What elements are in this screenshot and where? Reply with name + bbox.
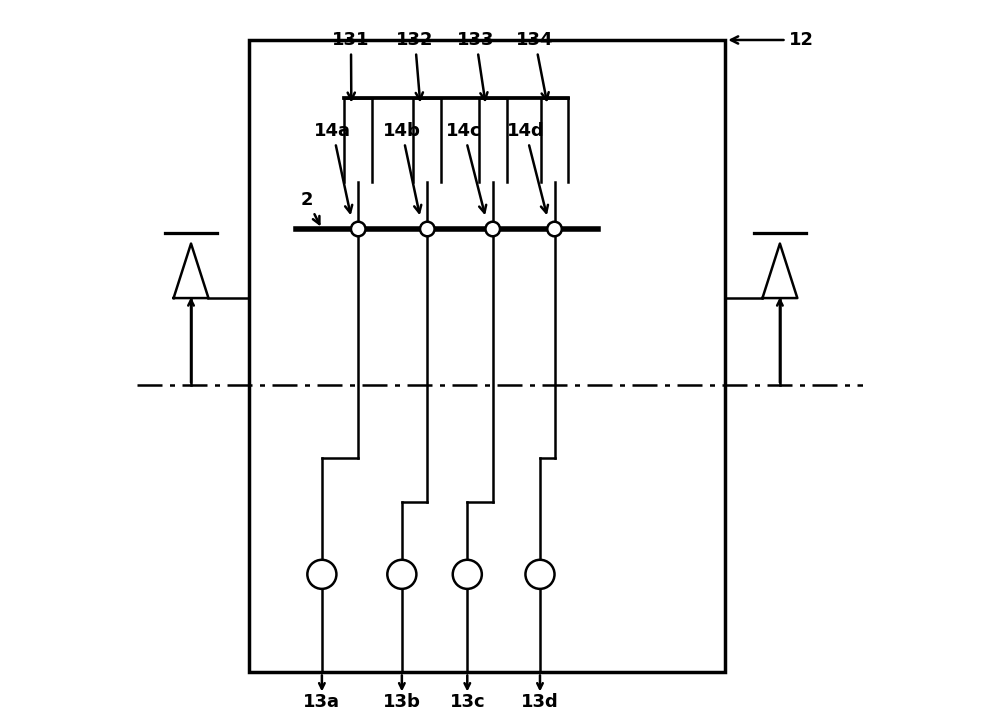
Circle shape <box>453 560 482 589</box>
Text: 13d: 13d <box>521 693 559 710</box>
Text: 14d: 14d <box>507 122 548 213</box>
Text: 14b: 14b <box>383 122 421 213</box>
Text: 12: 12 <box>731 31 814 49</box>
Circle shape <box>547 222 562 236</box>
Circle shape <box>525 560 555 589</box>
Text: 2: 2 <box>301 191 319 224</box>
Text: 134: 134 <box>516 31 554 100</box>
Text: 13a: 13a <box>303 693 340 710</box>
Text: 13c: 13c <box>449 693 485 710</box>
Circle shape <box>351 222 366 236</box>
Text: 133: 133 <box>457 31 495 100</box>
Circle shape <box>485 222 500 236</box>
Circle shape <box>387 560 416 589</box>
Text: 13b: 13b <box>383 693 421 710</box>
Bar <box>249 40 725 672</box>
Text: 132: 132 <box>396 31 434 100</box>
Text: 14a: 14a <box>314 122 352 213</box>
Text: 131: 131 <box>332 31 370 100</box>
Circle shape <box>307 560 336 589</box>
Circle shape <box>420 222 435 236</box>
Text: 14c: 14c <box>446 122 486 213</box>
